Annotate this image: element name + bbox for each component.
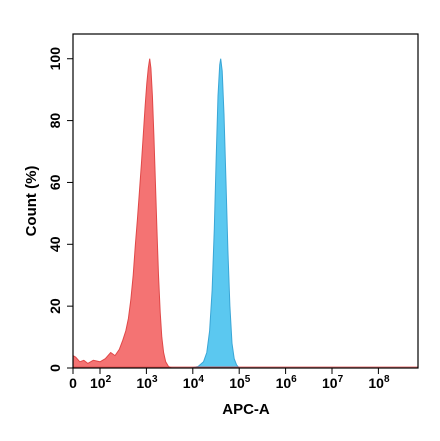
x-tick-label: 103 bbox=[136, 374, 158, 391]
y-tick-label: 40 bbox=[47, 236, 63, 252]
x-tick-label: 0 bbox=[69, 375, 77, 391]
x-tick-label: 107 bbox=[322, 374, 344, 391]
series-layer bbox=[72, 58, 418, 369]
x-tick-label: 104 bbox=[183, 374, 205, 391]
x-tick-label: 102 bbox=[90, 374, 112, 391]
y-axis-title: Count (%) bbox=[23, 166, 40, 237]
y-tick-label: 100 bbox=[47, 47, 63, 71]
x-tick-label: 108 bbox=[368, 374, 390, 391]
x-tick-label: 105 bbox=[229, 374, 251, 391]
histogram-series-2 bbox=[190, 58, 241, 369]
y-tick-label: 60 bbox=[47, 174, 63, 190]
histogram-series-1 bbox=[72, 58, 172, 369]
x-axis-title: APC-A bbox=[222, 401, 270, 418]
y-tick-label: 20 bbox=[47, 298, 63, 314]
x-tick-label: 106 bbox=[276, 374, 298, 391]
y-tick-label: 0 bbox=[47, 364, 63, 372]
y-tick-label: 80 bbox=[47, 113, 63, 129]
ticks-layer: 0 102 103 104 105 106 107 108 0 20 40 60 80 100 bbox=[47, 47, 390, 391]
plot-frame bbox=[72, 33, 419, 369]
